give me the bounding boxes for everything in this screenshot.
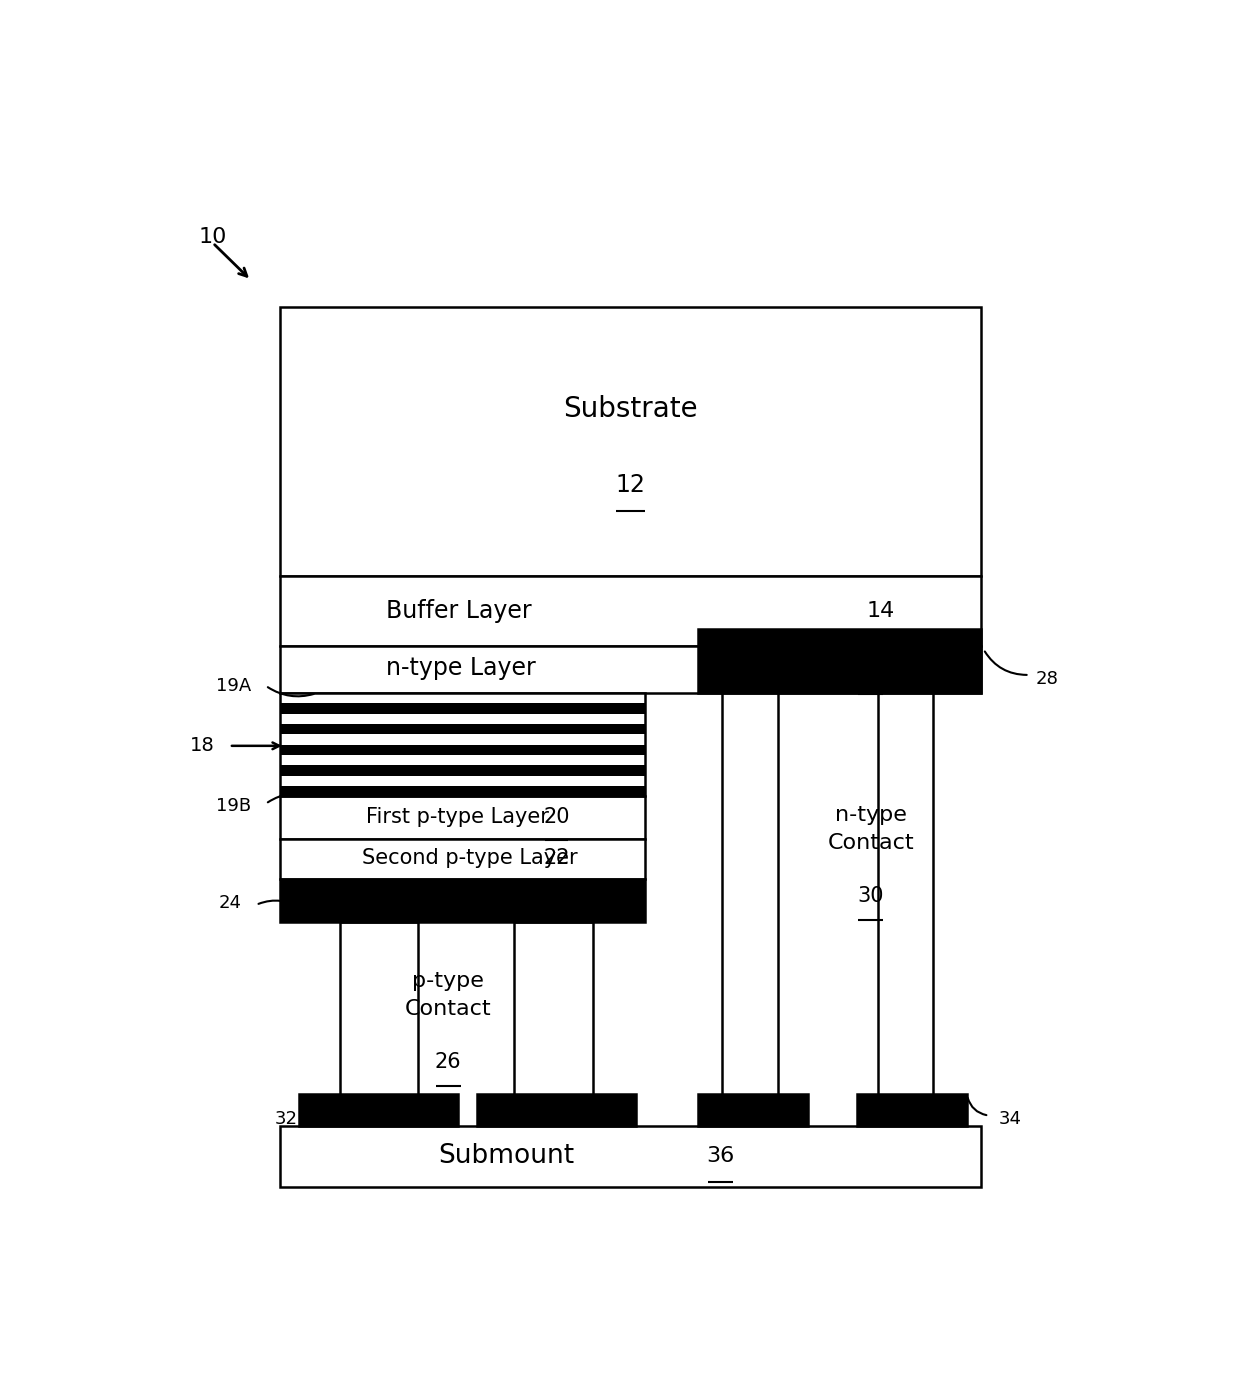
Text: 16: 16 xyxy=(857,659,885,678)
Text: Submount: Submount xyxy=(439,1143,574,1170)
Bar xyxy=(280,694,645,704)
Bar xyxy=(299,1094,458,1127)
Text: 26: 26 xyxy=(435,1051,461,1072)
Bar xyxy=(722,694,777,1104)
Bar xyxy=(340,923,418,1104)
Bar xyxy=(280,1127,982,1187)
Bar xyxy=(280,796,645,839)
Text: 28: 28 xyxy=(1035,670,1058,688)
Text: 19B: 19B xyxy=(216,797,250,815)
Text: 19A: 19A xyxy=(216,677,250,695)
Bar xyxy=(515,923,593,1104)
Text: p-type
Contact: p-type Contact xyxy=(404,972,491,1019)
Text: 34: 34 xyxy=(998,1110,1022,1128)
Text: 10: 10 xyxy=(198,226,227,247)
Text: 20: 20 xyxy=(543,807,570,826)
Text: 14: 14 xyxy=(867,602,895,621)
Text: Buffer Layer: Buffer Layer xyxy=(386,599,531,624)
Bar xyxy=(280,786,645,796)
Text: n-type Layer: n-type Layer xyxy=(386,656,536,680)
Bar xyxy=(280,694,645,796)
Bar xyxy=(280,839,645,879)
Text: 32: 32 xyxy=(274,1110,298,1128)
Bar xyxy=(280,725,645,734)
Bar xyxy=(280,734,645,744)
Bar xyxy=(280,744,645,755)
Bar xyxy=(280,704,645,713)
Text: n-type
Contact: n-type Contact xyxy=(827,804,914,853)
Bar xyxy=(280,755,645,765)
Text: 12: 12 xyxy=(616,473,646,497)
Bar xyxy=(878,694,934,1104)
Bar xyxy=(477,1094,635,1127)
Text: 30: 30 xyxy=(858,886,884,906)
Bar xyxy=(280,765,645,776)
Bar xyxy=(280,879,645,923)
Bar xyxy=(280,713,645,725)
Bar xyxy=(857,1094,967,1127)
Bar xyxy=(280,646,982,694)
Text: 36: 36 xyxy=(706,1146,734,1167)
Bar xyxy=(280,776,645,786)
Bar xyxy=(698,1094,808,1127)
Text: Substrate: Substrate xyxy=(563,395,698,423)
Text: Second p-type Layer: Second p-type Layer xyxy=(362,847,578,868)
Text: 18: 18 xyxy=(190,736,215,755)
Text: 22: 22 xyxy=(543,847,570,868)
Text: First p-type Layer: First p-type Layer xyxy=(367,807,549,826)
Bar xyxy=(280,307,982,577)
Bar xyxy=(698,628,981,694)
Bar xyxy=(280,577,982,646)
Text: 24: 24 xyxy=(218,893,242,912)
